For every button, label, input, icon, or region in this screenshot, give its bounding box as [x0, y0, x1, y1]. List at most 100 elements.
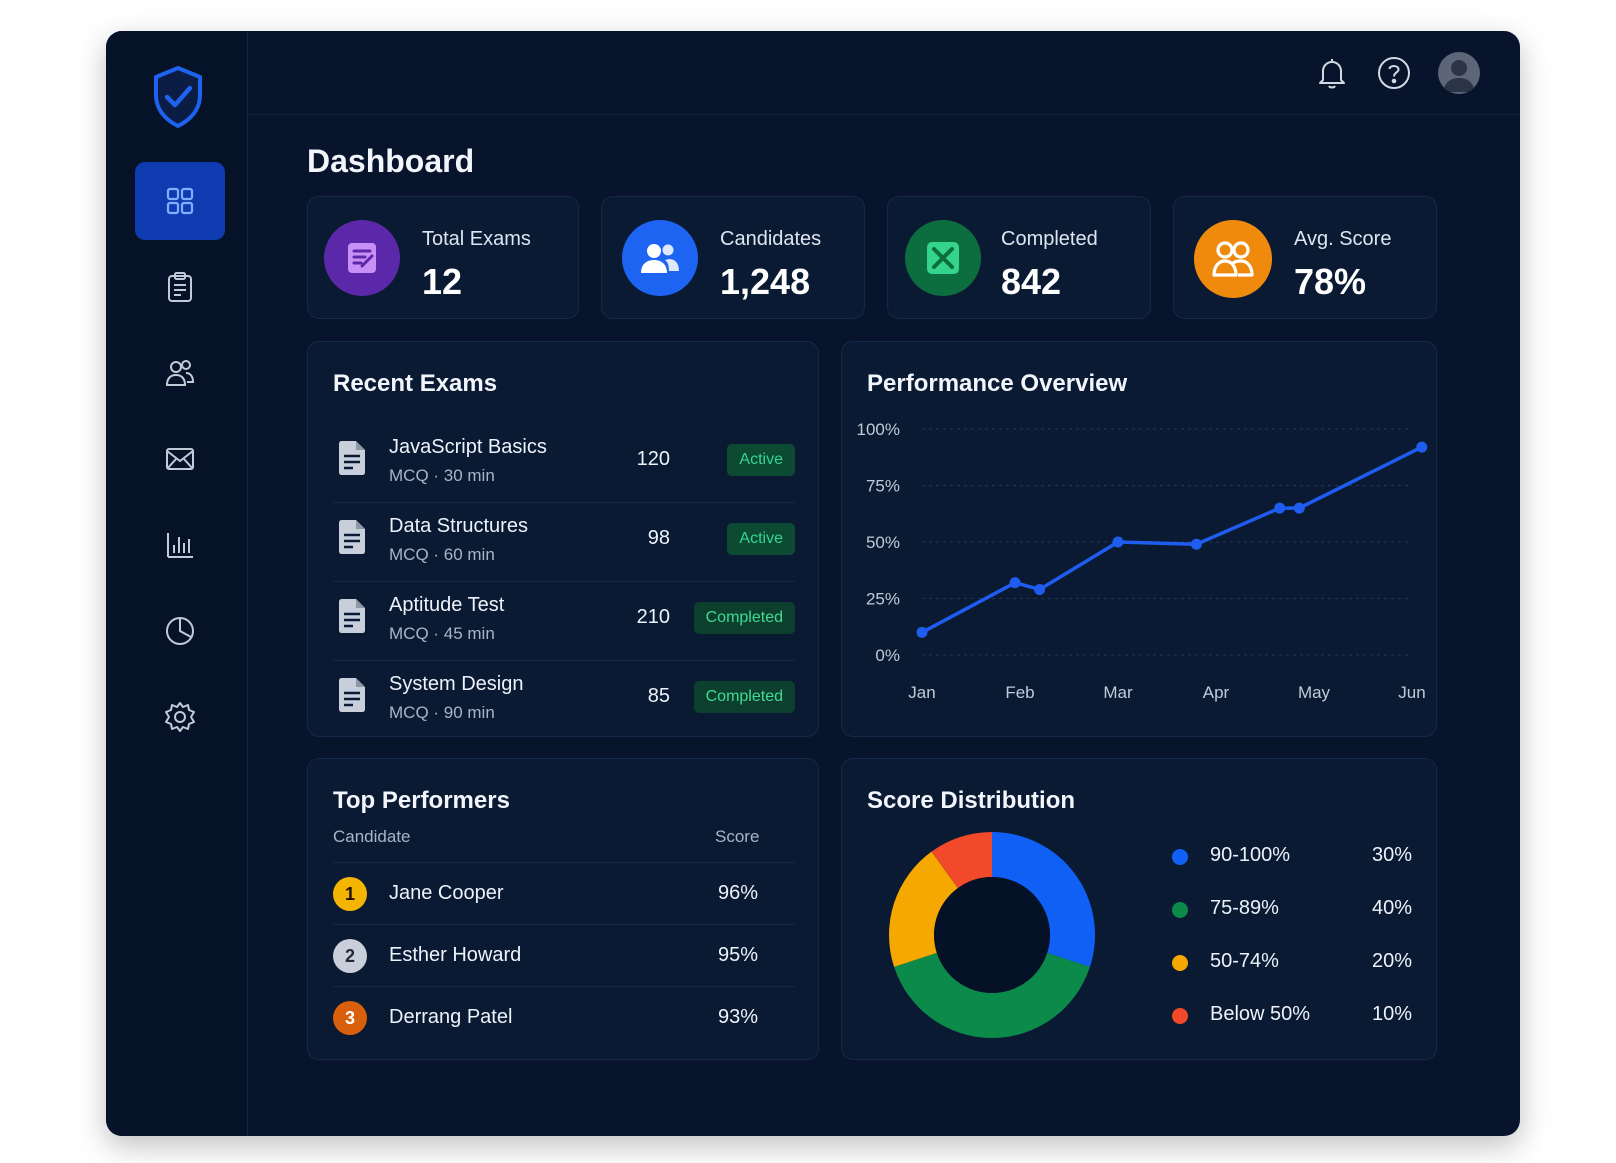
- legend-item: 50-74% 20%: [1172, 948, 1412, 978]
- exam-row[interactable]: System Design MCQ · 90 min 85 Completed: [333, 661, 795, 740]
- sidebar-item-exams[interactable]: [135, 248, 225, 326]
- legend-label: 75-89%: [1210, 897, 1279, 919]
- status-badge: Completed: [693, 602, 795, 634]
- document-icon: [339, 441, 365, 475]
- exam-name: Data Structures: [389, 515, 528, 537]
- bar-chart-icon: [167, 533, 193, 558]
- stat-card-total-exams: Total Exams 12: [307, 196, 579, 319]
- top-performers-card: Top Performers Candidate Score 1 Jane Co…: [307, 758, 819, 1060]
- stat-value: 78%: [1294, 261, 1367, 302]
- page-title: Dashboard: [307, 143, 475, 179]
- exam-meta: MCQ · 45 min: [389, 624, 495, 643]
- legend-percent: 20%: [1371, 950, 1412, 972]
- status-badge: Completed: [693, 681, 795, 713]
- stat-value: 12: [422, 261, 463, 302]
- sidebar-item-messages[interactable]: [135, 420, 225, 498]
- performer-name: Derrang Patel: [389, 1006, 513, 1028]
- performance-title: Performance Overview: [867, 370, 1128, 397]
- exam-row[interactable]: Data Structures MCQ · 60 min 98 Active: [333, 503, 795, 582]
- people-icon: [1194, 220, 1272, 298]
- performer-row[interactable]: 1 Jane Cooper 96%: [333, 862, 795, 924]
- user-avatar-icon: [1443, 60, 1475, 92]
- x-tick-label: Apr: [1203, 683, 1230, 702]
- exam-name: System Design: [389, 673, 524, 695]
- performer-row[interactable]: 2 Esther Howard 95%: [333, 924, 795, 986]
- stat-value: 1,248: [720, 261, 811, 302]
- document-icon: [339, 599, 365, 633]
- x-tick-label: Feb: [1005, 683, 1034, 702]
- stat-label: Total Exams: [422, 228, 531, 250]
- legend-percent: 10%: [1371, 1003, 1412, 1025]
- recent-exams-title: Recent Exams: [333, 370, 498, 397]
- users-icon: [165, 360, 195, 386]
- exam-name: JavaScript Basics: [389, 436, 547, 458]
- y-tick-label: 0%: [875, 646, 900, 665]
- x-tick-label: Mar: [1103, 683, 1133, 702]
- score-distribution-card: Score Distribution 90-100% 30% 75-89% 40…: [841, 758, 1437, 1060]
- donut-slice[interactable]: [889, 851, 958, 967]
- exam-row[interactable]: JavaScript Basics MCQ · 30 min 120 Activ…: [333, 424, 795, 503]
- users-icon: [622, 220, 698, 296]
- bell-icon: [1319, 59, 1345, 89]
- data-point[interactable]: [1274, 502, 1286, 514]
- exam-row[interactable]: Aptitude Test MCQ · 45 min 210 Completed: [333, 582, 795, 661]
- sidebar-item-dashboard[interactable]: [135, 162, 225, 240]
- performer-score: 93%: [718, 1006, 759, 1028]
- stat-card-candidates: Candidates 1,248: [601, 196, 865, 319]
- y-tick-label: 25%: [866, 590, 900, 609]
- performer-row[interactable]: 3 Derrang Patel 93%: [333, 986, 795, 1048]
- rank-badge: 1: [333, 877, 367, 911]
- document-icon: [339, 520, 365, 554]
- exam-count: 120: [636, 448, 670, 470]
- stat-card-avg-score: Avg. Score 78%: [1173, 196, 1437, 319]
- x-tick-label: May: [1298, 683, 1331, 702]
- donut-slice[interactable]: [992, 832, 1095, 967]
- sidebar-item-analytics[interactable]: [135, 592, 225, 670]
- shield-check-logo-icon: [154, 66, 202, 128]
- legend-dot: [1172, 902, 1188, 918]
- legend-label: 50-74%: [1210, 950, 1279, 972]
- sidebar-item-reports[interactable]: [135, 506, 225, 584]
- stat-label: Completed: [1001, 228, 1098, 250]
- legend-percent: 40%: [1371, 897, 1412, 919]
- exam-meta: MCQ · 90 min: [389, 703, 495, 722]
- sidebar-item-settings[interactable]: [135, 678, 225, 756]
- status-badge: Active: [727, 523, 795, 555]
- clipboard-icon: [168, 272, 192, 302]
- legend-dot: [1172, 1008, 1188, 1024]
- y-tick-label: 100%: [857, 420, 900, 439]
- stat-label: Avg. Score: [1294, 228, 1392, 250]
- x-tick-label: Jun: [1398, 683, 1425, 702]
- stat-value: 842: [1001, 261, 1062, 302]
- donut-slice[interactable]: [894, 952, 1090, 1038]
- check-sheet-icon: [905, 220, 981, 296]
- mail-icon: [166, 448, 194, 470]
- grid-icon: [166, 187, 194, 215]
- sidebar-item-candidates[interactable]: [135, 334, 225, 412]
- data-point[interactable]: [1293, 502, 1305, 514]
- x-tick-label: Jan: [908, 683, 935, 702]
- pie-chart-icon: [166, 617, 194, 645]
- avatar[interactable]: [1438, 52, 1480, 94]
- data-point[interactable]: [1112, 536, 1124, 548]
- performer-name: Jane Cooper: [389, 882, 504, 904]
- stat-label: Candidates: [720, 228, 822, 250]
- topbar: [248, 31, 1520, 115]
- legend-label: 90-100%: [1210, 844, 1291, 866]
- data-point[interactable]: [916, 626, 928, 638]
- data-point[interactable]: [1190, 538, 1202, 550]
- data-point[interactable]: [1416, 441, 1428, 453]
- app-window: Dashboard Total Exams 12 Candidates 1,24…: [106, 31, 1520, 1136]
- status-badge: Active: [727, 444, 795, 476]
- y-tick-label: 75%: [866, 477, 900, 496]
- performer-name: Esther Howard: [389, 944, 522, 966]
- legend-item: 75-89% 40%: [1172, 895, 1412, 925]
- data-point[interactable]: [1009, 577, 1021, 589]
- exam-meta: MCQ · 30 min: [389, 466, 495, 485]
- notifications-button[interactable]: [1314, 55, 1350, 91]
- rank-badge: 3: [333, 1001, 367, 1035]
- help-icon: [1378, 57, 1410, 89]
- data-point[interactable]: [1034, 583, 1046, 595]
- help-button[interactable]: [1376, 55, 1412, 91]
- donut-slice[interactable]: [931, 832, 992, 889]
